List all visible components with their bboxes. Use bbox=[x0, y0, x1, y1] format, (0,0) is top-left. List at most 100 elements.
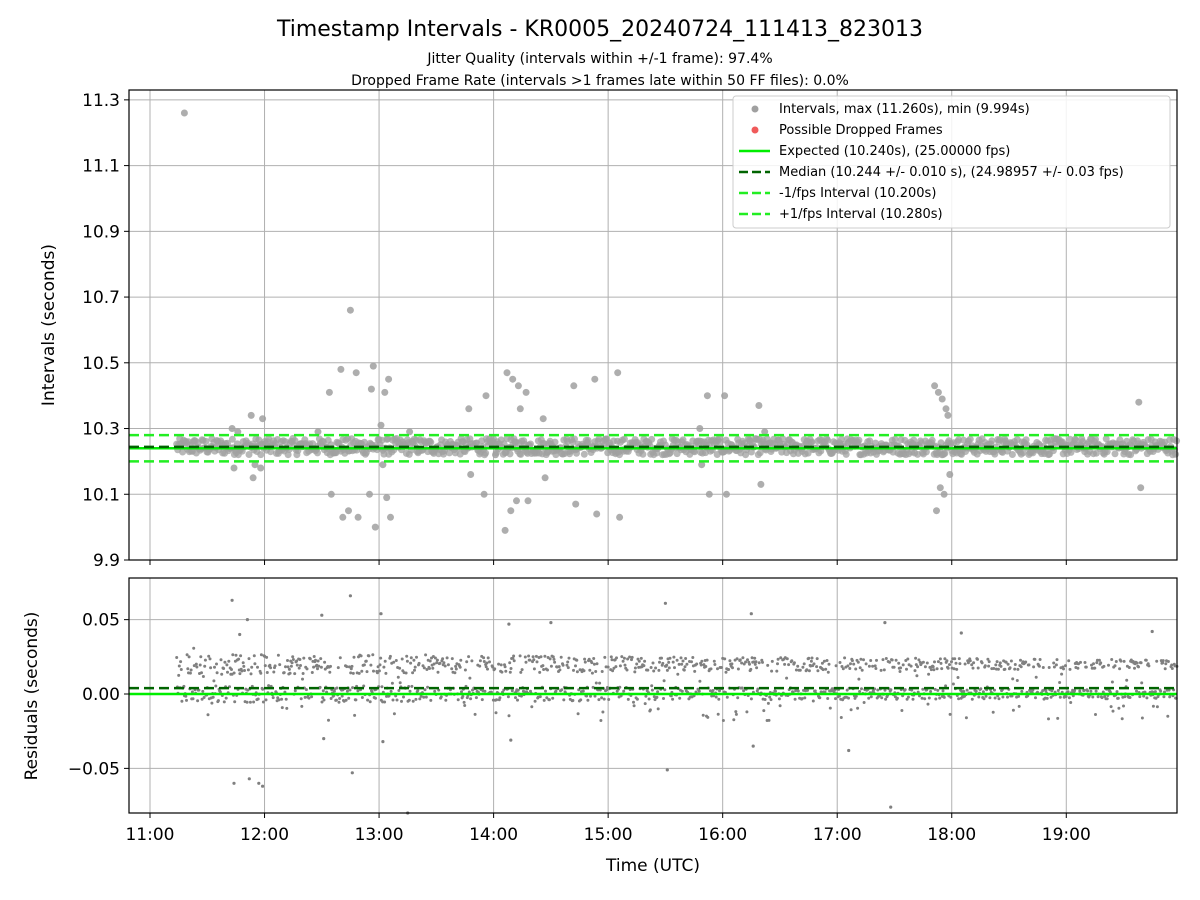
interval-point bbox=[928, 436, 936, 444]
residual-point bbox=[713, 663, 717, 666]
residual-point bbox=[531, 655, 535, 659]
residual-point bbox=[351, 671, 355, 675]
residual-point bbox=[598, 681, 602, 685]
residual-point bbox=[261, 700, 265, 704]
residual-point bbox=[392, 660, 396, 664]
residual-point bbox=[463, 704, 467, 707]
residual-point bbox=[1008, 666, 1012, 670]
residual-point bbox=[566, 660, 570, 664]
interval-point bbox=[517, 450, 525, 458]
residual-point bbox=[201, 675, 205, 678]
residual-point bbox=[179, 668, 183, 671]
residual-point bbox=[575, 658, 579, 662]
interval-outlier-point bbox=[257, 464, 265, 472]
interval-point bbox=[716, 438, 724, 446]
residual-point bbox=[539, 655, 543, 659]
residual-point bbox=[906, 657, 910, 661]
residual-point bbox=[323, 660, 327, 664]
residual-point bbox=[876, 688, 880, 692]
interval-point bbox=[1127, 451, 1135, 459]
residual-point bbox=[746, 658, 749, 662]
residual-point bbox=[191, 697, 195, 701]
residual-point bbox=[706, 715, 710, 719]
interval-point bbox=[808, 438, 816, 446]
residual-point bbox=[1110, 658, 1114, 661]
residual-point bbox=[776, 657, 780, 661]
residuals-x-tick-label: 15:00 bbox=[584, 825, 633, 845]
residual-point bbox=[360, 669, 364, 673]
interval-outlier-point bbox=[614, 369, 622, 377]
residual-point bbox=[936, 660, 940, 664]
interval-point bbox=[1102, 435, 1110, 443]
residual-point bbox=[943, 657, 947, 661]
residual-point bbox=[982, 697, 986, 701]
residual-point bbox=[923, 697, 927, 701]
residuals-y-tick-label: 0.05 bbox=[82, 611, 120, 631]
residual-outlier-point bbox=[261, 784, 265, 788]
residual-point bbox=[293, 672, 297, 676]
residual-point bbox=[734, 710, 738, 714]
residual-point bbox=[725, 695, 729, 699]
residual-point bbox=[945, 659, 949, 663]
interval-outlier-point bbox=[942, 405, 950, 413]
residual-point bbox=[410, 684, 414, 688]
residual-point bbox=[951, 682, 955, 686]
residual-point bbox=[196, 699, 200, 703]
residual-point bbox=[337, 700, 341, 704]
residual-point bbox=[463, 668, 467, 672]
residual-point bbox=[721, 719, 725, 722]
residual-point bbox=[753, 662, 757, 666]
residual-point bbox=[414, 697, 418, 701]
residual-point bbox=[950, 660, 953, 664]
interval-outlier-point bbox=[570, 382, 578, 390]
residual-point bbox=[362, 663, 366, 667]
residual-point bbox=[805, 668, 809, 672]
residual-point bbox=[210, 701, 214, 705]
interval-point bbox=[551, 438, 559, 446]
intervals-panel: 9.9 10.1 10.3 10.5 10.7 10.9 11.1 11.3 Interval… bbox=[39, 89, 1181, 571]
residual-point bbox=[483, 689, 487, 693]
residual-point bbox=[770, 669, 774, 673]
residual-point bbox=[1133, 666, 1136, 670]
residual-point bbox=[701, 713, 705, 717]
residual-point bbox=[1140, 681, 1144, 685]
residual-point bbox=[586, 698, 590, 702]
residual-point bbox=[599, 719, 603, 722]
residual-point bbox=[1034, 696, 1037, 700]
interval-outlier-point bbox=[352, 369, 360, 377]
residual-outlier-point bbox=[1150, 629, 1154, 634]
residual-point bbox=[392, 712, 396, 716]
residual-point bbox=[1135, 689, 1138, 693]
residual-point bbox=[1058, 695, 1062, 699]
residuals-x-ticks: 11:00 12:00 13:00 14:00 15:00 16:00 17:00 18:00… bbox=[125, 813, 1091, 845]
residual-point bbox=[590, 661, 594, 665]
residual-point bbox=[211, 695, 215, 699]
residual-point bbox=[1060, 672, 1064, 676]
interval-point bbox=[571, 435, 578, 443]
residual-point bbox=[925, 661, 929, 665]
residual-point bbox=[575, 670, 579, 674]
residual-point bbox=[881, 658, 885, 662]
residual-point bbox=[802, 662, 806, 666]
residual-point bbox=[1164, 662, 1168, 666]
residual-point bbox=[469, 697, 473, 701]
residual-point bbox=[572, 668, 575, 672]
residual-outlier-point bbox=[549, 621, 553, 625]
residual-point bbox=[322, 698, 326, 702]
interval-outlier-point bbox=[946, 471, 954, 478]
residual-point bbox=[1154, 696, 1158, 700]
residual-point bbox=[509, 667, 513, 670]
residual-point bbox=[1101, 690, 1105, 694]
residual-point bbox=[252, 654, 256, 658]
residual-outlier-point bbox=[847, 748, 851, 753]
residual-point bbox=[535, 660, 539, 664]
residual-point bbox=[1024, 660, 1028, 664]
residual-point bbox=[435, 658, 439, 662]
interval-point bbox=[380, 450, 388, 458]
residual-point bbox=[291, 655, 295, 659]
residual-point bbox=[1127, 666, 1131, 669]
residual-point bbox=[1117, 706, 1121, 710]
interval-outlier-point bbox=[230, 464, 238, 472]
residual-point bbox=[534, 654, 538, 658]
residual-point bbox=[1142, 694, 1146, 698]
